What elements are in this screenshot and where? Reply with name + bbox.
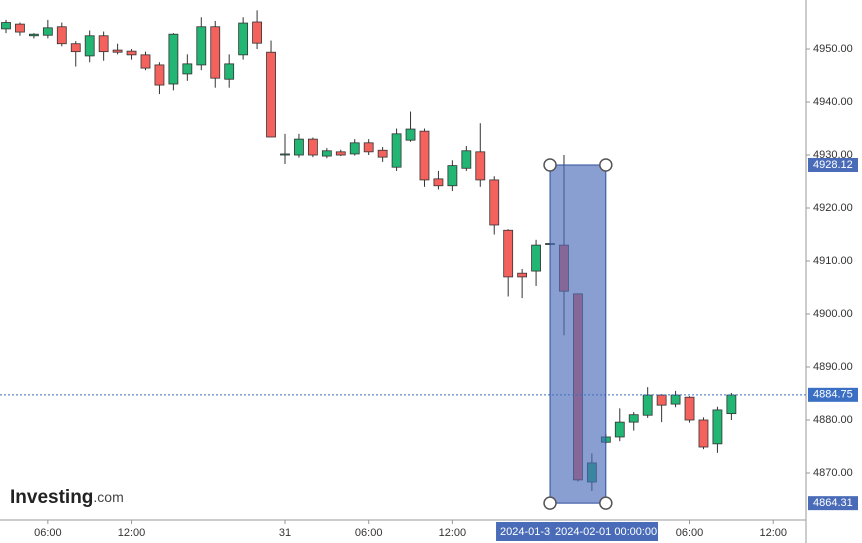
candle-body <box>517 272 528 278</box>
candle-body <box>363 142 374 153</box>
price-badge <box>808 157 858 172</box>
x-tick-label: 12:00 <box>118 527 146 539</box>
candle-body <box>70 43 81 53</box>
candle-body <box>503 229 514 278</box>
candle-body <box>349 142 360 155</box>
x-tick-label: 12:00 <box>439 527 467 539</box>
x-tick-label: 06:00 <box>355 527 383 539</box>
date-badge-label: 2024-02-01 00:00:00 <box>555 526 657 538</box>
candle-body <box>126 50 137 56</box>
candle-body <box>489 179 500 226</box>
candle-body <box>377 149 388 158</box>
selection-handle <box>599 158 613 172</box>
candle-body <box>154 64 165 86</box>
candle-body <box>210 26 221 79</box>
y-tick-label: 4930.00 <box>813 149 853 161</box>
y-tick-label: 4960.00 <box>813 0 853 2</box>
candle-body <box>712 409 723 445</box>
candle-body <box>252 21 262 44</box>
candle-body <box>224 63 235 80</box>
y-tick-label: 4890.00 <box>813 361 853 373</box>
candle-body <box>42 27 53 36</box>
candle-body <box>726 394 737 415</box>
price-badge <box>808 387 858 402</box>
candle-body <box>698 419 709 448</box>
selection-handle <box>543 158 557 172</box>
candle-body <box>196 26 207 66</box>
price-badge-label: 4884.75 <box>813 389 853 401</box>
candle-body <box>670 394 681 405</box>
candle-body <box>280 153 290 156</box>
candle-body <box>461 150 472 169</box>
x-tick-label: 12:00 <box>759 527 787 539</box>
price-badge-label: 4864.31 <box>813 497 853 509</box>
selection-handle <box>599 496 613 510</box>
candle-body <box>56 26 67 45</box>
y-tick-label: 4920.00 <box>813 202 853 214</box>
selection-handle <box>543 496 557 510</box>
y-tick-label: 4950.00 <box>813 43 853 55</box>
candle-body <box>321 150 332 157</box>
x-tick-label: 06:00 <box>34 527 62 539</box>
candle-body <box>182 63 193 75</box>
logo-suffix: .com <box>93 489 123 505</box>
candle-body <box>447 165 458 187</box>
candle-body <box>266 51 276 138</box>
candle-body <box>112 49 123 53</box>
candle-body <box>614 421 625 438</box>
candle-body <box>684 396 695 421</box>
date-badge <box>550 522 659 541</box>
selection-box <box>549 164 607 504</box>
candle-body <box>238 22 249 56</box>
plot-area <box>0 10 806 510</box>
candle-body <box>405 128 416 141</box>
logo: Investing.com <box>10 487 124 508</box>
candle-body <box>140 54 151 69</box>
x-tick-label: 06:00 <box>676 527 704 539</box>
candle-body <box>168 33 179 85</box>
candle-body <box>419 130 430 181</box>
y-tick-label: 4880.00 <box>813 414 853 426</box>
x-tick-label: 31 <box>279 527 291 539</box>
candle-body <box>335 151 346 156</box>
price-badge-label: 4928.12 <box>813 159 853 171</box>
candle-body <box>391 133 402 168</box>
y-tick-label: 4910.00 <box>813 255 853 267</box>
candle-body <box>475 151 486 181</box>
candle-body <box>294 138 304 156</box>
candle-body <box>656 394 667 406</box>
date-badge <box>496 522 551 541</box>
candle-body <box>642 394 653 416</box>
candle-body <box>84 35 95 57</box>
price-badge <box>808 496 858 511</box>
logo-name: Investing <box>10 487 93 508</box>
candle-body <box>628 414 639 423</box>
candle-body <box>1 22 11 30</box>
y-tick-label: 4900.00 <box>813 308 853 320</box>
y-tick-label: 4870.00 <box>813 467 853 479</box>
y-tick-label: 4940.00 <box>813 96 853 108</box>
candle-body <box>15 23 25 33</box>
candle-body <box>531 244 541 272</box>
candle-body <box>433 178 444 187</box>
date-badge-label: 2024-01-3 <box>500 526 550 538</box>
candle-body <box>28 33 39 37</box>
candle-body <box>307 138 318 156</box>
candle-body <box>98 35 109 53</box>
